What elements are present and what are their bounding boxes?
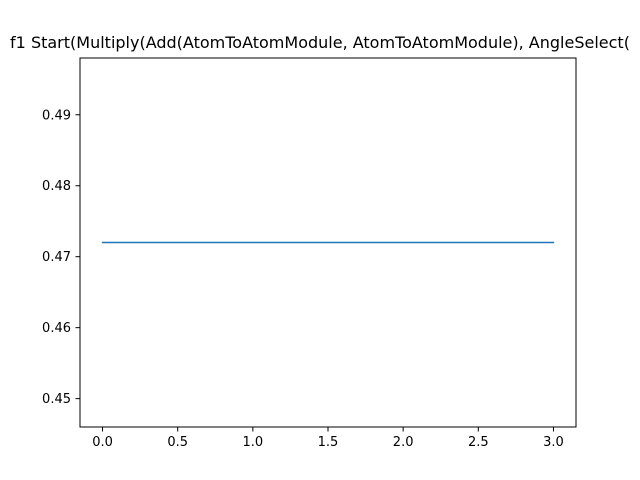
chart-title: f1 Start(Multiply(Add(AtomToAtomModule, …	[10, 33, 630, 52]
x-tick-label: 0.5	[167, 435, 188, 450]
x-tick-label: 2.5	[468, 435, 489, 450]
x-tick-label: 3.0	[543, 435, 564, 450]
x-tick-label: 2.0	[393, 435, 414, 450]
y-tick-label: 0.48	[42, 179, 71, 194]
x-axis: 0.0 0.5 1.0 1.5 2.0 2.5 3.0	[92, 427, 564, 450]
y-tick-label: 0.45	[42, 392, 71, 407]
y-axis: 0.45 0.46 0.47 0.48 0.49	[42, 108, 80, 407]
x-tick-label: 1.0	[243, 435, 264, 450]
y-tick-label: 0.47	[42, 250, 71, 265]
x-tick-label: 0.0	[92, 435, 113, 450]
y-tick-label: 0.49	[42, 108, 71, 123]
y-tick-label: 0.46	[42, 321, 71, 336]
plot-frame	[79, 57, 577, 428]
x-tick-label: 1.5	[318, 435, 339, 450]
